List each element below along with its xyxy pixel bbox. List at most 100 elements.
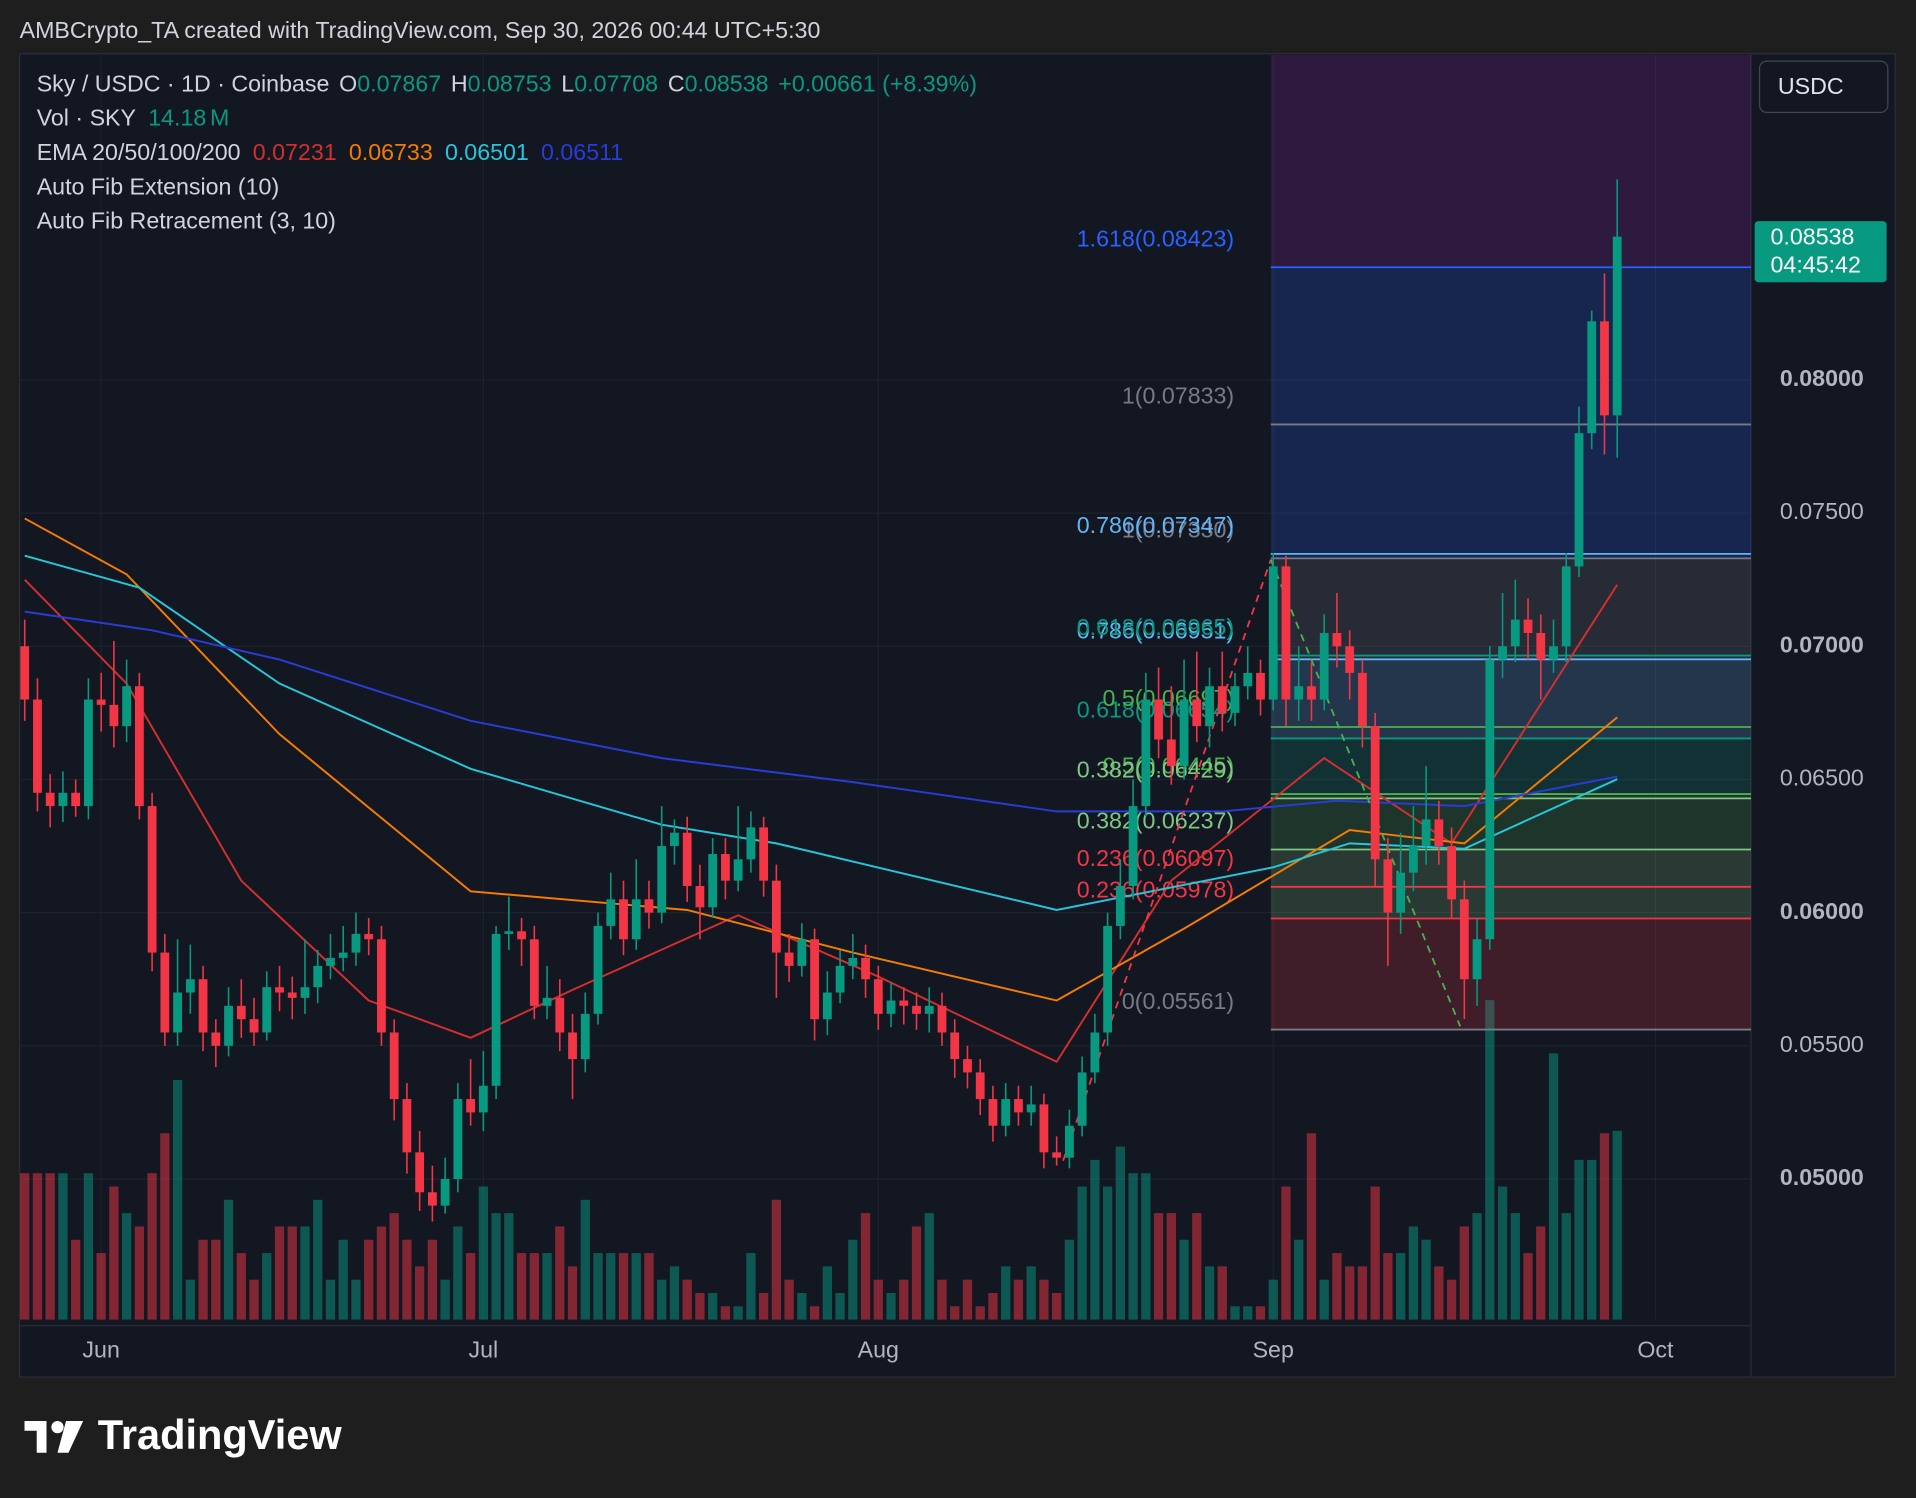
fib-levels: 0(0.05561)0.236(0.05978)0.382(0.06237)0.…	[1077, 54, 1751, 1031]
candle-body	[173, 992, 182, 1033]
volume-bar	[1192, 1213, 1202, 1320]
volume-bar	[682, 1279, 692, 1320]
candle-body	[1090, 1032, 1100, 1073]
volume-bar	[172, 1079, 183, 1320]
volume-bar	[83, 1173, 94, 1320]
price-tag-countdown: 04:45:42	[1771, 251, 1861, 277]
candle-body	[249, 1019, 259, 1033]
volume-bar	[708, 1292, 718, 1320]
volume-bar	[529, 1253, 539, 1320]
candle-body	[1166, 739, 1176, 767]
candle-body	[1332, 632, 1342, 647]
candle-body	[1064, 1125, 1074, 1158]
volume-bar	[440, 1279, 450, 1320]
candle-body	[275, 987, 284, 993]
candle-body	[1256, 672, 1265, 700]
y-tick-label: 0.08000	[1780, 365, 1864, 391]
ema-value: 0.06733	[349, 139, 433, 165]
volume-bar	[822, 1266, 832, 1320]
volume-bar	[644, 1253, 654, 1320]
volume-bar	[262, 1253, 272, 1320]
volume-bar	[109, 1186, 119, 1320]
volume-bar	[771, 1199, 782, 1320]
candle-body	[185, 979, 195, 993]
y-tick-label: 0.07000	[1780, 631, 1864, 657]
volume-bar	[1141, 1173, 1151, 1320]
ema-value: 0.06511	[541, 139, 623, 165]
candle-body	[606, 899, 616, 926]
fib-label: 0(0.05561)	[1122, 988, 1234, 1014]
volume-bar	[185, 1279, 195, 1320]
ema-title: EMA 20/50/100/200	[37, 139, 241, 165]
x-tick-label: Aug	[858, 1337, 899, 1363]
volume-bar	[618, 1253, 629, 1320]
candle-body	[504, 931, 514, 934]
volume-bar	[720, 1306, 731, 1320]
candle-body	[1510, 619, 1520, 647]
volume-bar	[1574, 1159, 1584, 1320]
volume-bar	[58, 1173, 68, 1320]
volume-bar	[478, 1186, 488, 1320]
candle-body	[491, 933, 501, 1086]
volume-bar	[1013, 1279, 1024, 1320]
candle-body	[657, 846, 667, 913]
price-tag	[1754, 221, 1887, 283]
candle-body	[759, 827, 769, 881]
fib-zone	[1270, 267, 1751, 559]
fib-label: 1.618(0.08423)	[1077, 226, 1234, 252]
volume-bar	[1153, 1213, 1164, 1320]
candle-body	[389, 1032, 399, 1100]
volume-bar	[1179, 1239, 1189, 1320]
volume-bar	[1357, 1266, 1368, 1320]
legend-ohlc: Sky / USDC · 1D · Coinbase O0.07867 H0.087…	[37, 71, 977, 97]
fib-zone	[1270, 849, 1751, 919]
volume-bar	[427, 1239, 438, 1320]
candle-body	[1307, 686, 1316, 700]
candle-body	[1217, 686, 1227, 713]
volume-bar	[758, 1292, 769, 1320]
volume-bar	[1459, 1226, 1469, 1320]
low-value: 0.07708	[574, 71, 658, 97]
fib-zone	[1270, 54, 1751, 268]
volume-bar	[1039, 1279, 1049, 1320]
candle-body	[351, 933, 361, 953]
volume-bar	[1128, 1173, 1138, 1320]
volume-bar	[249, 1279, 259, 1320]
candle-body	[1039, 1104, 1049, 1153]
volume-bar	[96, 1253, 106, 1320]
brand-logo: TradingView	[24, 1411, 342, 1458]
volume-bar	[160, 1133, 170, 1320]
candle-body	[71, 792, 81, 807]
volume-bar	[364, 1239, 374, 1320]
candle-body	[1179, 699, 1189, 767]
candle-body	[542, 997, 552, 1006]
volume-bar	[1026, 1266, 1036, 1320]
candle-body	[568, 1032, 577, 1060]
candle-body	[580, 1013, 590, 1060]
volume-bar	[389, 1213, 399, 1320]
candle-body	[1459, 899, 1469, 980]
change: +0.00661 (+8.39%)	[778, 71, 977, 97]
candle-body	[1268, 566, 1278, 700]
candle-body	[326, 957, 335, 966]
candle-body	[287, 992, 297, 998]
volume-bar	[657, 1279, 667, 1320]
volume-bar	[465, 1253, 476, 1320]
y-tick-label: 0.07500	[1780, 498, 1864, 524]
volume-bar	[1408, 1226, 1419, 1320]
candle-body	[822, 992, 832, 1020]
candle-body	[644, 899, 654, 913]
candle-body	[682, 832, 692, 886]
volume-bar	[147, 1173, 157, 1320]
candle-body	[262, 987, 272, 1033]
candle-body	[58, 792, 68, 807]
volume-bar	[134, 1226, 145, 1320]
currency-button[interactable]	[1758, 60, 1889, 114]
candle-body	[1281, 566, 1291, 700]
legend-fib-retracement: Auto Fib Retracement (3, 10)	[37, 208, 336, 234]
price-tag-value: 0.08538	[1771, 223, 1855, 249]
volume-bar	[886, 1292, 896, 1320]
candle-body	[338, 952, 348, 958]
chart-panel	[19, 53, 1896, 1378]
candle-body	[1103, 925, 1113, 1033]
